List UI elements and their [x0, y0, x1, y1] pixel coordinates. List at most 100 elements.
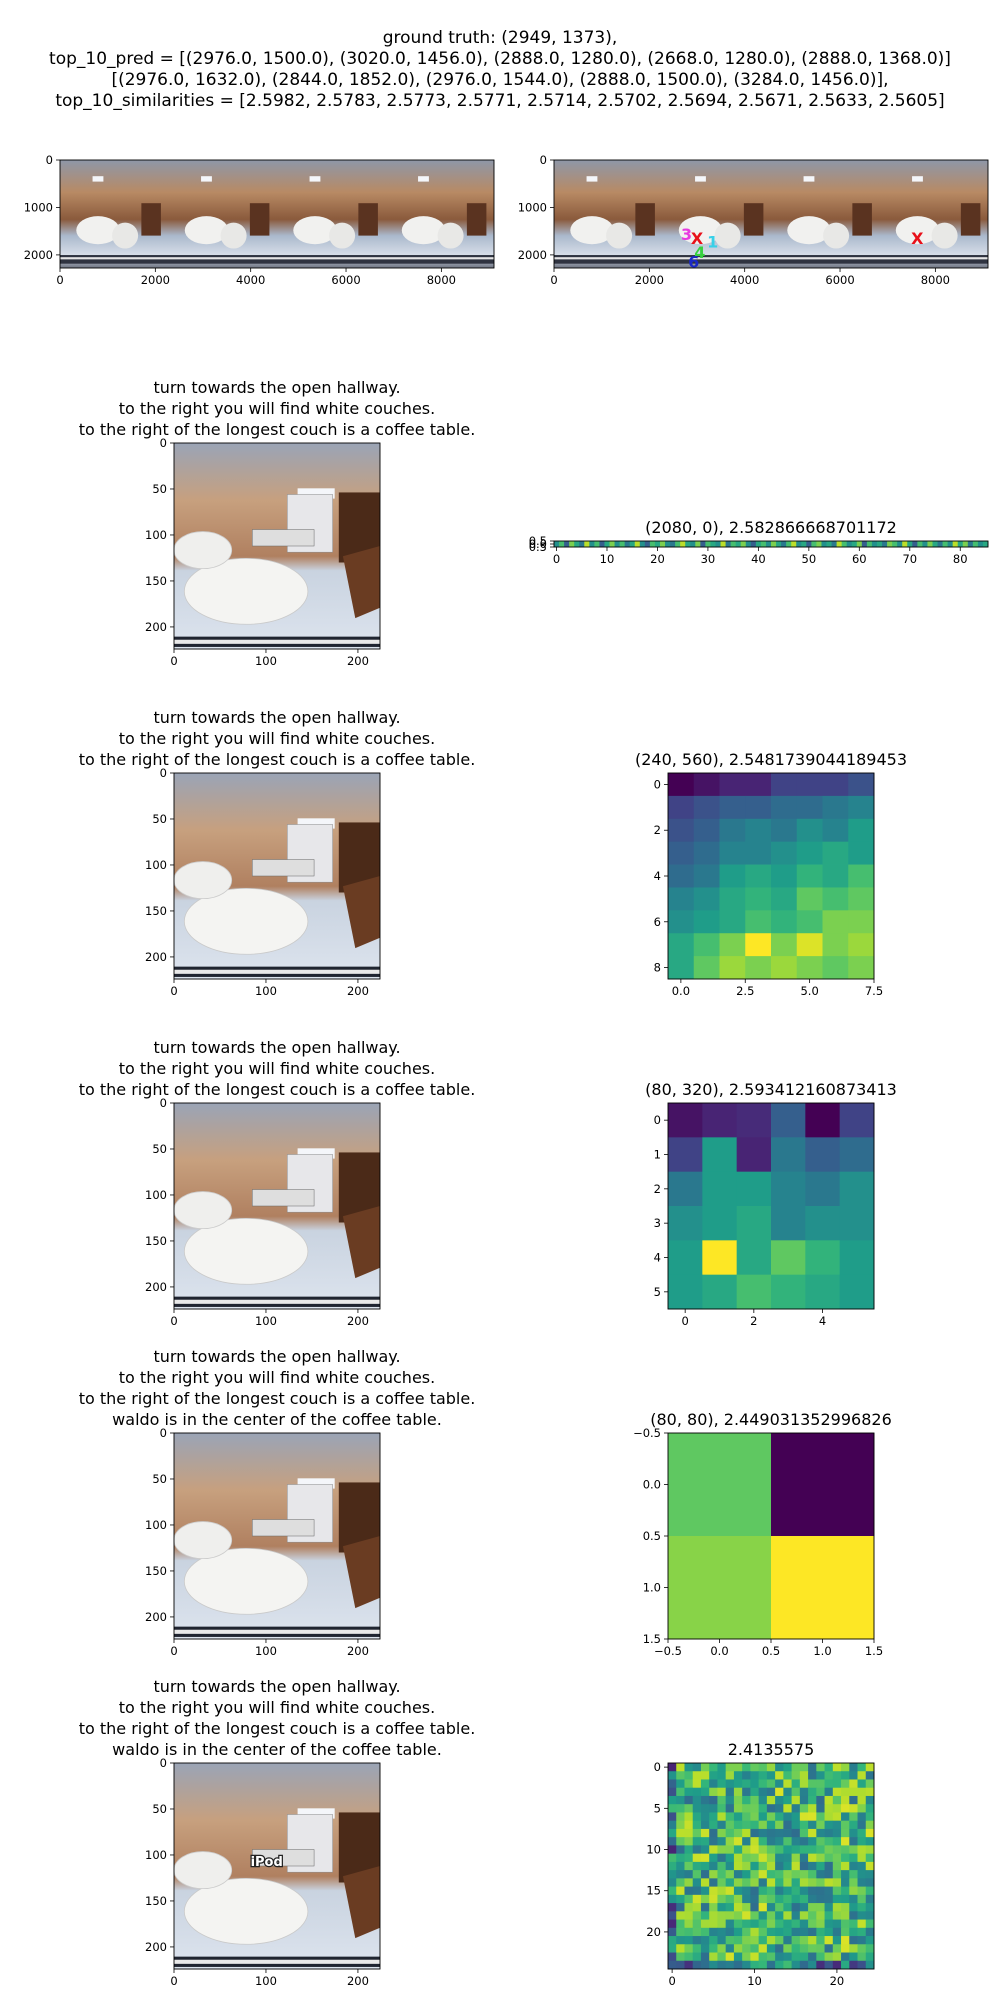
heat-5-cell: [783, 1878, 792, 1887]
heat-1-cell: [710, 541, 716, 548]
heat-5-cell: [750, 1903, 760, 1912]
heat-2-ytick-label: 8: [654, 961, 661, 975]
heat-2-cell: [796, 818, 823, 843]
heat-5-cell: [832, 1795, 842, 1805]
heat-5-cell: [692, 1927, 702, 1937]
heat-5-cell: [832, 1828, 842, 1838]
heat-5-cell: [668, 1911, 677, 1920]
heat-2-cell: [745, 910, 772, 934]
heat-5-cell: [816, 1903, 825, 1912]
heat-5-cell: [692, 1919, 702, 1929]
heat-5-cell: [700, 1960, 710, 1970]
heat-5-cell: [849, 1771, 858, 1780]
heat-5-cell: [733, 1903, 743, 1912]
crop-5-ytick-label: 200: [145, 1940, 167, 1954]
heat-3-cell: [702, 1103, 738, 1138]
heat-5-cell: [676, 1779, 685, 1789]
heat-2-cell: [848, 864, 875, 888]
heat-5-cell: [700, 1861, 710, 1871]
heat-5-cell: [832, 1853, 842, 1863]
heat-5-cell: [799, 1960, 809, 1970]
heat-5-cell: [668, 1795, 677, 1805]
heat-5-cell: [832, 1771, 842, 1780]
crop-2-xtick-label: 0: [170, 984, 177, 998]
heat-5-cell: [841, 1763, 850, 1772]
heat-5-cell: [676, 1944, 685, 1953]
heat-5-cell: [849, 1820, 858, 1830]
heat-5-cell: [725, 1927, 735, 1937]
heat-5-cell: [684, 1919, 694, 1929]
heat-2-cell: [745, 795, 772, 820]
heat-5-cell: [700, 1828, 710, 1838]
heat-5-cell: [733, 1952, 743, 1962]
heat-5-cell: [865, 1903, 875, 1912]
crop-5-ytick-label: 150: [145, 1894, 167, 1908]
heat-5-cell: [808, 1828, 817, 1838]
crop-3-xtick-label: 0: [170, 1314, 177, 1328]
heat-5-cell: [799, 1828, 809, 1838]
header-line-3: [(2976.0, 1632.0), (2844.0, 1852.0), (29…: [111, 70, 889, 90]
heat-5-cell: [742, 1944, 751, 1953]
pano-left-ytick-label: 0: [46, 153, 53, 167]
heat-3-cell: [736, 1103, 772, 1138]
pano-left-xtick-label: 4000: [236, 273, 265, 287]
heat-5-cell: [775, 1903, 784, 1912]
heat-1-cell: [912, 541, 918, 548]
crop-4-xtick-label: 100: [255, 1644, 277, 1658]
heat-5-cell: [676, 1894, 685, 1904]
heat-5-cell: [808, 1787, 817, 1797]
heat-5-cell: [709, 1919, 718, 1929]
heat-5-cell: [849, 1853, 858, 1863]
heat-5-cell: [775, 1936, 784, 1945]
heat-5-cell: [692, 1837, 702, 1846]
heat-5-cell: [766, 1936, 776, 1945]
heat-1-ytick-label: 0.5: [529, 540, 547, 554]
heat-5-cell: [676, 1952, 685, 1962]
heat-5-cell: [816, 1804, 825, 1813]
heat-2-cell: [848, 956, 875, 980]
heat-5-cell: [725, 1804, 735, 1813]
heat-2-cell: [668, 864, 695, 888]
crop-5-ceiling-light: [297, 1808, 335, 1819]
heat-3-ytick-label: 1: [654, 1148, 661, 1162]
heat-1-cell: [801, 541, 807, 548]
heat-1-cell: [841, 541, 848, 548]
heat-3-cell: [839, 1103, 875, 1138]
heat-3-cell: [668, 1206, 703, 1241]
pano-right-ytick-label: 2000: [518, 248, 547, 262]
heat-3-title: (80, 320), 2.593412160873413: [645, 1080, 897, 1099]
heat-5-cell: [816, 1927, 825, 1937]
heat-3-cell: [839, 1171, 875, 1207]
heat-5-cell: [832, 1894, 842, 1904]
crop-2-ceiling-light: [297, 818, 335, 829]
heat-5-cell: [824, 1771, 834, 1780]
heat-5-cell: [668, 1861, 677, 1871]
heat-5-cell: [841, 1960, 850, 1970]
heat-5-cell: [849, 1894, 858, 1904]
heat-5-cell: [700, 1894, 710, 1904]
heat-5-ytick-label: 0: [654, 1760, 661, 1774]
heat-5-cell: [750, 1795, 760, 1805]
heat-1-cell: [609, 541, 615, 548]
heat-5-cell: [758, 1828, 768, 1838]
heat-5-cell: [865, 1944, 875, 1953]
heat-5-cell: [692, 1804, 702, 1813]
heat-5-cell: [841, 1771, 850, 1780]
heat-5-cell: [791, 1820, 801, 1830]
heat-5-cell: [824, 1861, 834, 1871]
heat-3-cell: [702, 1206, 738, 1241]
heat-5-cell: [733, 1837, 743, 1846]
heat-5-cell: [775, 1911, 784, 1920]
heat-1-cell: [634, 541, 641, 548]
crop-5-band: [174, 1959, 380, 1964]
heat-5-cell: [832, 1845, 842, 1855]
heat-5-cell: [725, 1837, 735, 1846]
heat-5-cell: [783, 1853, 792, 1863]
heat-1-cell: [887, 541, 893, 548]
heat-5-cell: [700, 1820, 710, 1830]
heat-1-cell: [917, 541, 923, 548]
heat-5-cell: [857, 1828, 867, 1838]
heat-1-cell: [705, 541, 711, 548]
heat-5-cell: [766, 1779, 776, 1789]
heat-5-cell: [841, 1812, 850, 1822]
